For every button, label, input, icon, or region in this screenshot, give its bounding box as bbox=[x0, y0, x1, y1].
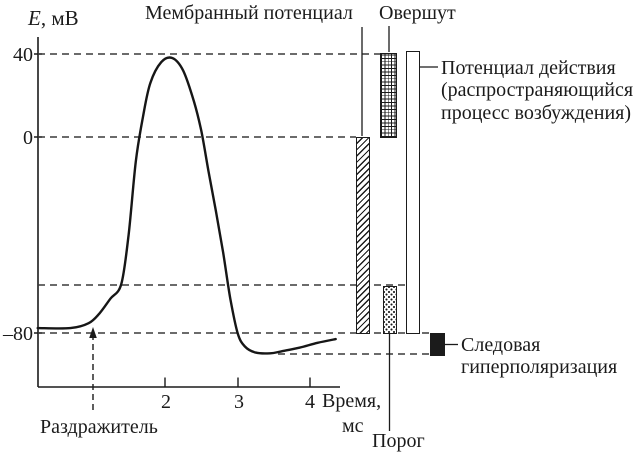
action-potential-label-line2: (распространяющийся bbox=[441, 79, 634, 102]
threshold-bar bbox=[383, 286, 397, 334]
after-hyperpolarization-bar bbox=[430, 333, 445, 356]
y-tick-40: 40 bbox=[13, 44, 33, 66]
membrane-potential-bar bbox=[356, 137, 370, 334]
y-axis-title: E, мВ bbox=[28, 6, 79, 31]
after-hyperpolarization-label: Следовая гиперполяризация bbox=[461, 334, 617, 379]
action-potential-label-line1: Потенциал действия bbox=[441, 57, 616, 79]
y-axis-unit: , мВ bbox=[40, 6, 79, 30]
action-potential-label-line3: процесс возбуждения) bbox=[441, 101, 632, 124]
threshold-label: Порог bbox=[372, 430, 425, 452]
x-axis-title-line1: Время, bbox=[322, 390, 382, 412]
membrane-potential-label: Мембранный потенциал bbox=[145, 2, 353, 24]
overshoot-label: Овершут bbox=[379, 2, 456, 24]
x-tick-2: 2 bbox=[161, 391, 171, 413]
x-tick-3: 3 bbox=[234, 391, 244, 413]
after-hyperpolarization-label-line1: Следовая bbox=[461, 334, 541, 356]
y-tick-minus80: –80 bbox=[3, 323, 33, 345]
stimulus-label: Раздражитель bbox=[40, 416, 158, 438]
y-axis-symbol: E bbox=[28, 6, 41, 30]
x-axis-tick-marks bbox=[164, 377, 311, 387]
membrane-potential-curve bbox=[36, 56, 337, 355]
x-axis-title-line2: мс bbox=[342, 415, 364, 437]
x-tick-4: 4 bbox=[305, 391, 315, 413]
stimulus-arrowhead-icon bbox=[89, 327, 97, 338]
action-potential-bar bbox=[406, 51, 420, 334]
after-hyperpolarization-label-line2: гиперполяризация bbox=[461, 356, 618, 379]
overshoot-bar bbox=[380, 53, 397, 138]
action-potential-label: Потенциал действия (распространяющийся п… bbox=[441, 57, 633, 124]
y-tick-0: 0 bbox=[23, 127, 33, 149]
